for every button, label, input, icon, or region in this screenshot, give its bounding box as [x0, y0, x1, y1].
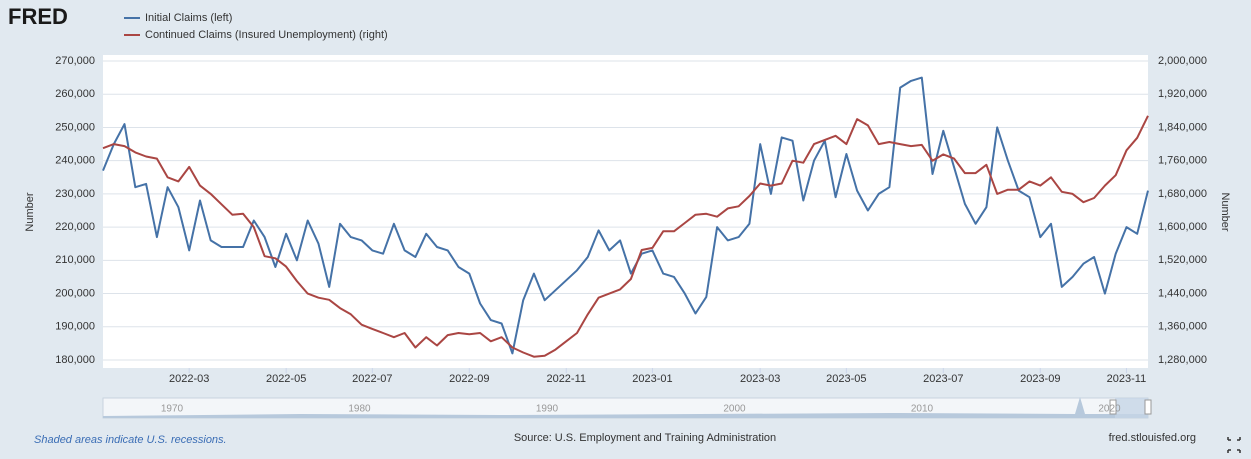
footer-site: fred.stlouisfed.org — [1109, 432, 1196, 444]
y2-tick-label: 1,680,000 — [1158, 188, 1207, 200]
plot-area — [103, 55, 1148, 368]
x-tick-label: 2023-11 — [1107, 373, 1147, 385]
x-tick-label: 2023-09 — [1020, 373, 1060, 385]
logo: FRED — [8, 4, 68, 29]
footer-note[interactable]: Shaded areas indicate U.S. recessions. — [34, 434, 227, 446]
x-tick-label: 2023-01 — [632, 373, 672, 385]
legend-label: Continued Claims (Insured Unemployment) … — [145, 29, 388, 41]
fullscreen-icon[interactable] — [1227, 437, 1241, 453]
x-tick-label: 2023-03 — [740, 373, 780, 385]
y-tick-label: 260,000 — [55, 88, 95, 100]
y-tick-label: 180,000 — [55, 354, 95, 366]
navigator-handle[interactable] — [1109, 399, 1117, 415]
y2-tick-label: 1,520,000 — [1158, 254, 1207, 266]
series-line — [102, 115, 1149, 358]
legend-label: Initial Claims (left) — [145, 12, 232, 24]
footer-source: Source: U.S. Employment and Training Adm… — [514, 432, 776, 444]
navigator-selection[interactable] — [1115, 398, 1148, 418]
y2-tick-label: 1,600,000 — [1158, 221, 1207, 233]
y2-tick-label: 1,280,000 — [1158, 354, 1207, 366]
y-tick-label: 270,000 — [55, 55, 95, 67]
x-tick-label: 2022-03 — [169, 373, 209, 385]
x-tick-label: 2022-11 — [546, 373, 586, 385]
x-tick-label: 2022-09 — [449, 373, 489, 385]
y2-tick-label: 1,360,000 — [1158, 321, 1207, 333]
y2-axis-label: Number — [1219, 192, 1231, 231]
y2-tick-label: 2,000,000 — [1158, 55, 1207, 67]
y-tick-label: 220,000 — [55, 221, 95, 233]
y-tick-label: 240,000 — [55, 155, 95, 167]
navigator-label: 2000 — [723, 404, 746, 415]
x-tick-label: 2023-07 — [923, 373, 963, 385]
y-tick-label: 230,000 — [55, 188, 95, 200]
navigator-handle[interactable] — [1144, 399, 1152, 415]
x-tick-label: 2022-05 — [266, 373, 306, 385]
navigator-label: 1980 — [348, 404, 371, 415]
y2-tick-label: 1,760,000 — [1158, 155, 1207, 167]
navigator-label: 1990 — [536, 404, 559, 415]
y-tick-label: 190,000 — [55, 321, 95, 333]
x-tick-label: 2022-07 — [352, 373, 392, 385]
x-tick-label: 2023-05 — [826, 373, 866, 385]
y2-tick-label: 1,840,000 — [1158, 121, 1207, 133]
y-axis-label: Number — [24, 192, 36, 231]
y2-tick-label: 1,440,000 — [1158, 287, 1207, 299]
y-tick-label: 210,000 — [55, 254, 95, 266]
y-tick-label: 200,000 — [55, 287, 95, 299]
series-line — [102, 76, 1149, 355]
navigator-label: 2020 — [1098, 404, 1121, 415]
y-tick-label: 250,000 — [55, 121, 95, 133]
navigator-label: 1970 — [161, 404, 184, 415]
y2-tick-label: 1,920,000 — [1158, 88, 1207, 100]
navigator-area — [103, 397, 1148, 418]
navigator-label: 2010 — [911, 404, 934, 415]
